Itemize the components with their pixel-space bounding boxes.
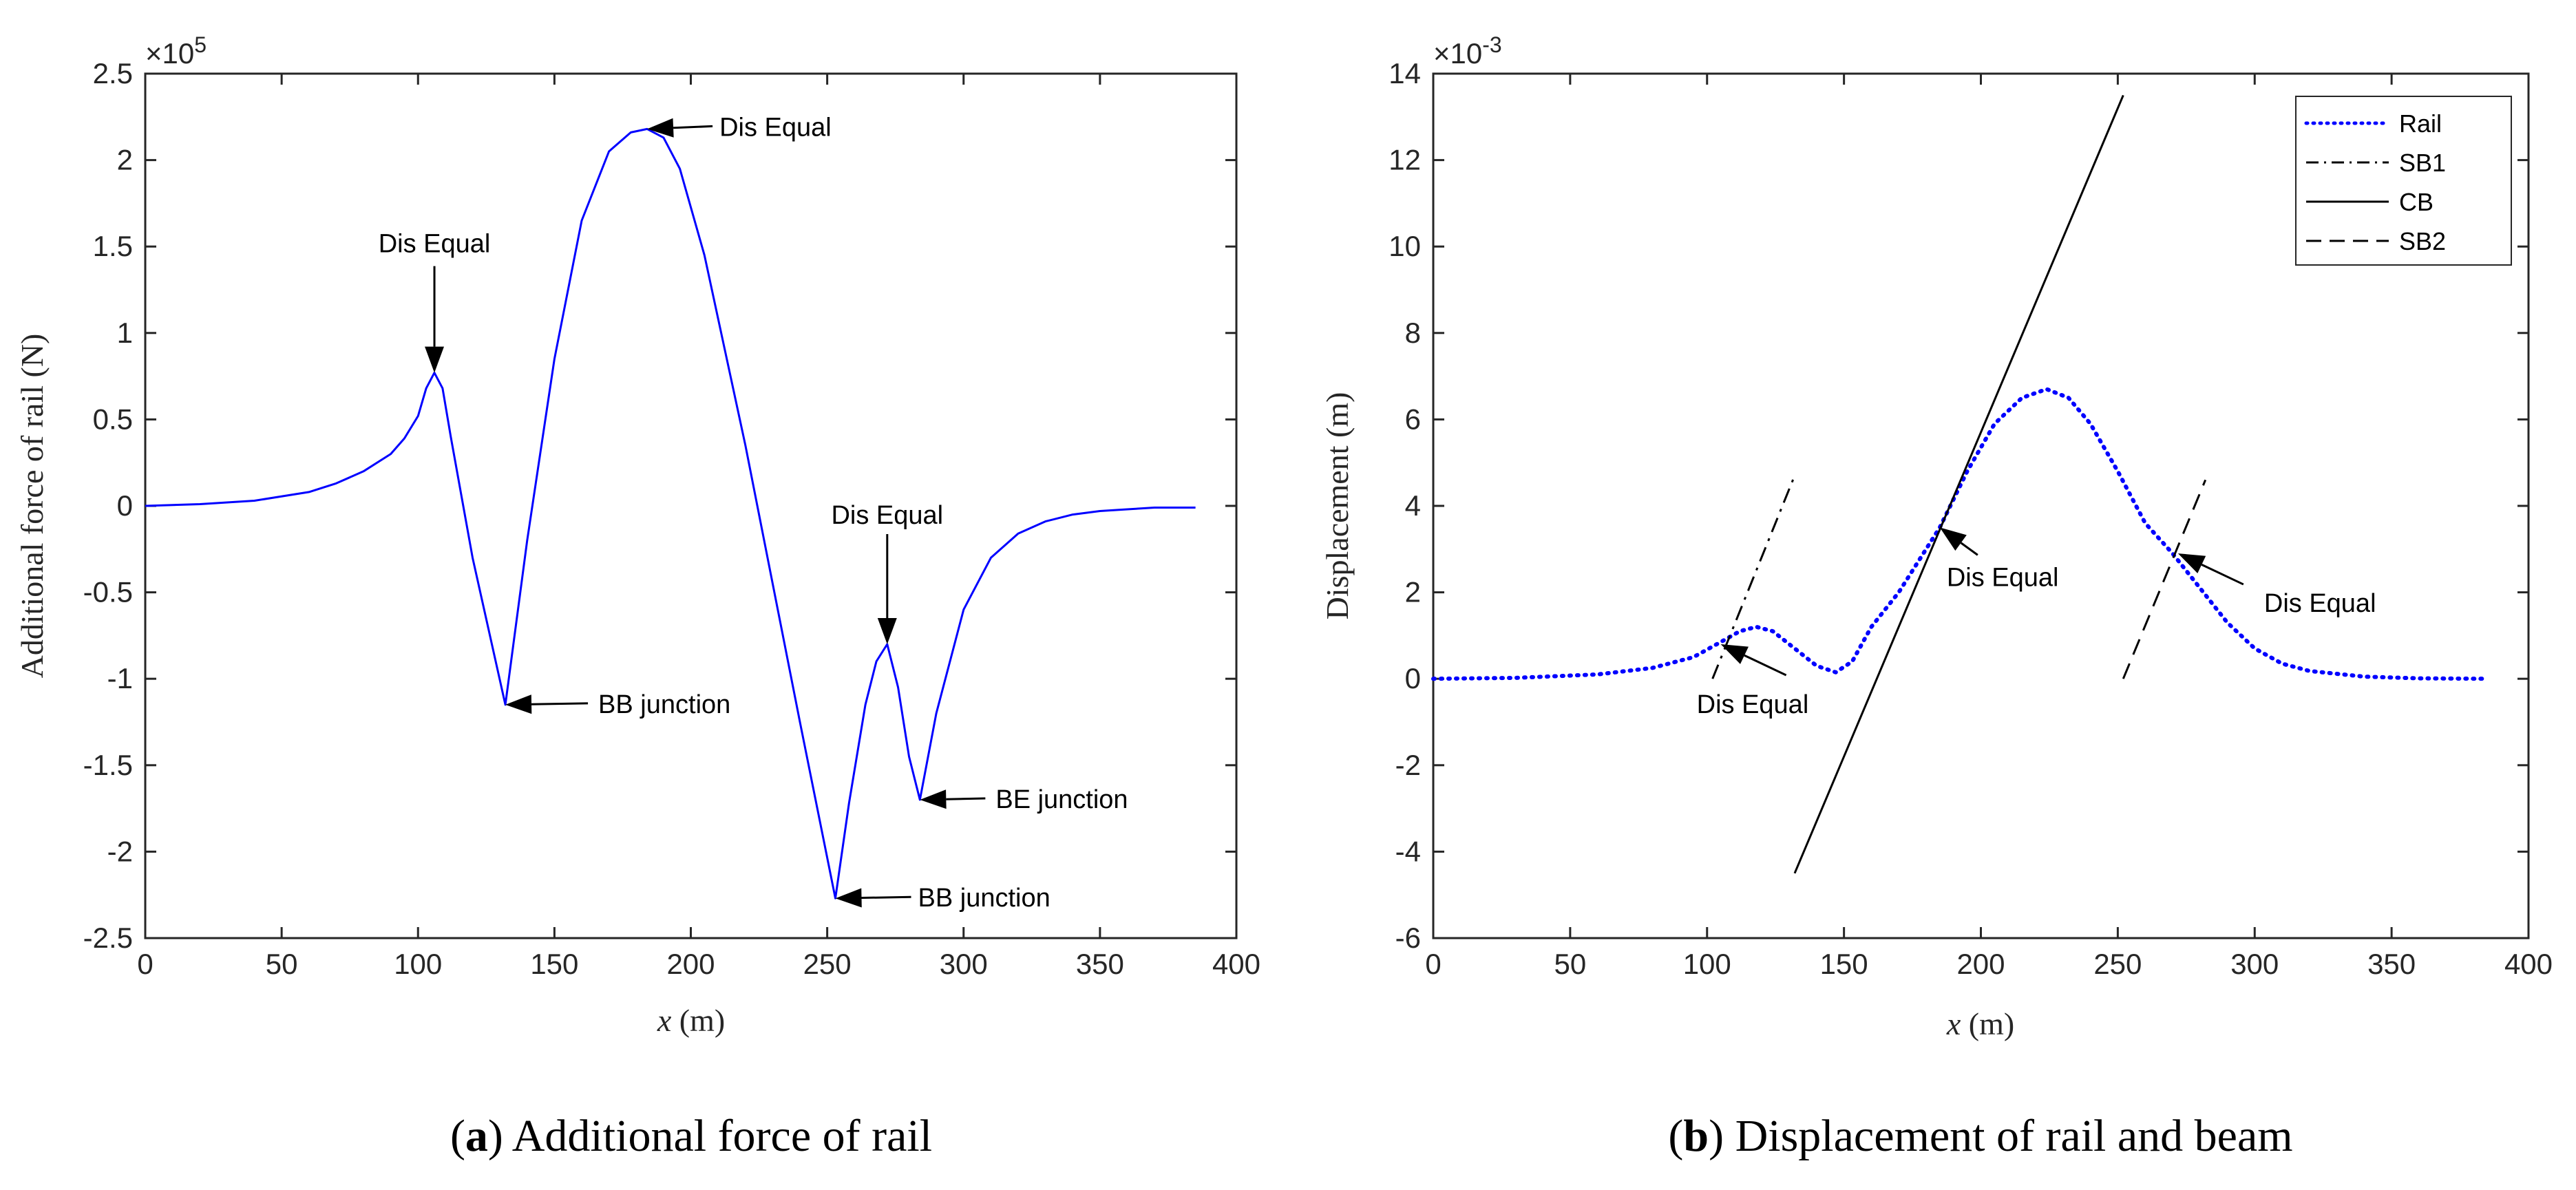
x-tick-label: 0 — [137, 948, 153, 980]
x-tick-label: 150 — [1820, 948, 1868, 980]
y-tick-label: -0.5 — [83, 576, 133, 608]
annotation-label: Dis Equal — [379, 230, 491, 259]
y-tick-label: 2 — [117, 144, 133, 176]
y-tick-label: 0.5 — [93, 403, 133, 435]
x-tick-label: 350 — [2367, 948, 2416, 980]
y-tick-label: 4 — [1405, 489, 1421, 522]
panel-a-exponent: ×105 — [145, 32, 207, 70]
x-tick-label: 400 — [2504, 948, 2553, 980]
panel-b-xlabel: x (m) — [1946, 1006, 2014, 1041]
legend-label-cb: CB — [2399, 188, 2434, 216]
annotation-arrow-shaft — [1744, 654, 1787, 677]
annotation-label: Dis Equal — [831, 501, 943, 530]
x-tick-label: 300 — [940, 948, 988, 980]
y-tick-label: 12 — [1389, 144, 1421, 176]
legend-label-rail: Rail — [2399, 109, 2442, 138]
x-tick-label: 50 — [266, 948, 298, 980]
x-tick-label: 100 — [1683, 948, 1731, 980]
x-tick-label: 350 — [1076, 948, 1124, 980]
panel-b-annotations: Dis Equal Dis Equal Dis Equal — [1697, 527, 2376, 719]
y-tick-label: -2.5 — [83, 922, 133, 954]
annotation-label: Dis Equal — [719, 113, 832, 142]
annotation-arrow-shaft — [946, 797, 986, 800]
x-tick-label: 250 — [803, 948, 852, 980]
annotation-arrow-head — [1939, 527, 1967, 551]
x-tick-label: 0 — [1425, 948, 1441, 980]
x-tick-label: 400 — [1212, 948, 1260, 980]
x-tick-label: 250 — [2093, 948, 2142, 980]
y-tick-label: 2 — [1405, 576, 1421, 608]
panel-a-series — [145, 127, 1196, 900]
y-tick-label: -2 — [107, 835, 133, 867]
y-tick-label: 14 — [1389, 57, 1421, 89]
y-tick-label: 0 — [117, 489, 133, 522]
panel-a-chart: 0 50 100 150 200 250 300 350 400 -2.5 -2 -1.5 -1 -0.5… — [14, 32, 1260, 1161]
panel-b-caption: (b) Displacement of rail and beam — [1668, 1111, 2292, 1161]
annotation-label: BB junction — [918, 884, 1051, 913]
series-line-cb — [1793, 94, 2124, 874]
series-line-sb2 — [2122, 479, 2207, 679]
panel-b-exponent: ×10-3 — [1433, 32, 1502, 70]
x-tick-label: 200 — [666, 948, 715, 980]
annotation-arrow-head — [835, 888, 862, 908]
panel-a-caption: (a) Additional force of rail — [450, 1111, 932, 1161]
annotation-label: Dis Equal — [1947, 563, 2059, 592]
x-tick-label: 50 — [1554, 948, 1587, 980]
y-tick-label: -1.5 — [83, 749, 133, 781]
annotation-arrow-shaft — [531, 702, 589, 705]
y-tick-label: -1 — [107, 662, 133, 694]
panel-b-ticks: 0 50 100 150 200 250 300 350 400 -6 -4 -2 0 2 4 6 8 10 12 1… — [1389, 57, 2553, 980]
legend-box — [2295, 96, 2512, 266]
panel-a-plot-area — [144, 72, 1238, 939]
x-tick-label: 300 — [2230, 948, 2279, 980]
annotation-label: BE junction — [995, 785, 1128, 814]
annotation-label: BB junction — [598, 690, 730, 719]
annotation-arrow-shaft — [1960, 542, 1978, 556]
panel-a-annotations: Dis Equal Dis Equal BB junction Dis Equal BE… — [379, 113, 1128, 913]
annotation-arrow-head — [920, 789, 947, 809]
legend-label-sb1: SB1 — [2399, 149, 2446, 177]
annotation-arrow-head — [2177, 553, 2206, 573]
y-tick-label: -4 — [1395, 835, 1421, 867]
y-tick-label: 2.5 — [93, 57, 133, 89]
panel-b-chart: 0 50 100 150 200 250 300 350 400 -6 -4 -2 0 2 4 6 8 10 12 1… — [1320, 32, 2553, 1161]
panel-a-ticks: 0 50 100 150 200 250 300 350 400 -2.5 -2 -1.5 -1 -0.5… — [83, 57, 1260, 980]
legend-label-sb2: SB2 — [2399, 227, 2446, 255]
y-tick-label: 10 — [1389, 230, 1421, 262]
x-tick-label: 150 — [530, 948, 578, 980]
series-line-additional-force — [145, 127, 1196, 900]
annotation-arrow-shaft — [2201, 563, 2244, 586]
annotation-arrow-head — [505, 694, 532, 714]
panel-a-xlabel: x (m) — [657, 1003, 725, 1038]
panel-a-ylabel: Additional force of rail (N) — [14, 334, 50, 679]
annotation-arrow-shaft — [673, 125, 713, 129]
panel-b-legend: Rail SB1 CB SB2 — [2295, 96, 2512, 266]
annotation-arrow-head — [647, 118, 674, 138]
annotation-arrow-head — [1720, 644, 1749, 664]
annotation-arrow-head — [425, 346, 445, 373]
panel-b-ylabel: Displacement (m) — [1320, 392, 1355, 620]
y-tick-label: 0 — [1405, 662, 1421, 694]
y-tick-label: 8 — [1405, 317, 1421, 349]
x-tick-label: 200 — [1956, 948, 2005, 980]
y-tick-label: 1.5 — [93, 230, 133, 262]
y-tick-label: 6 — [1405, 403, 1421, 435]
annotation-arrow-head — [877, 617, 897, 644]
series-line-rail — [1431, 387, 2490, 681]
y-tick-label: 1 — [117, 317, 133, 349]
y-tick-label: -6 — [1395, 922, 1421, 954]
annotation-label: Dis Equal — [2264, 589, 2376, 618]
y-tick-label: -2 — [1395, 749, 1421, 781]
annotation-label: Dis Equal — [1697, 690, 1809, 719]
x-tick-label: 100 — [394, 948, 442, 980]
